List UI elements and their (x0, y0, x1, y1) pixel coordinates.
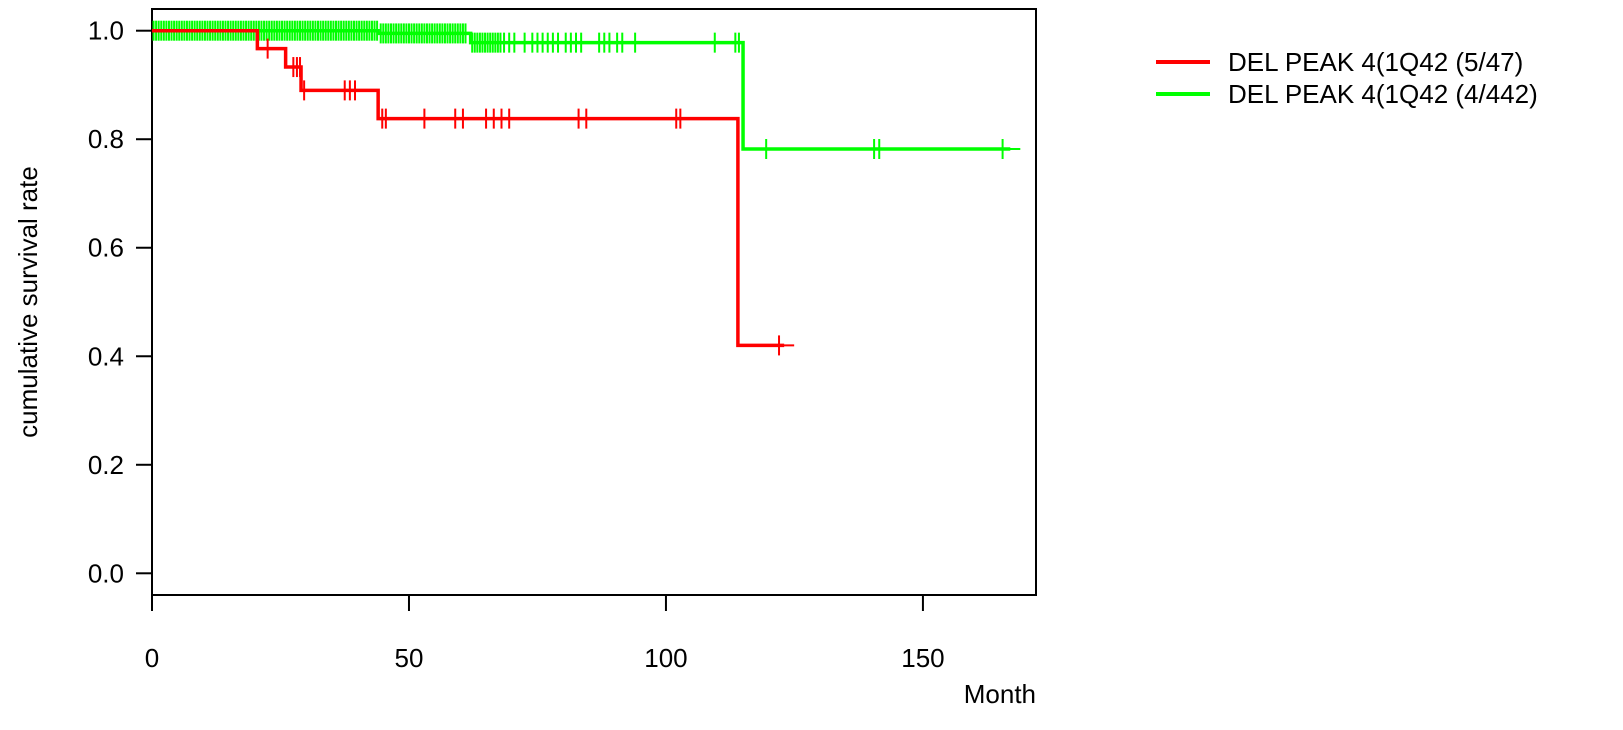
legend-label: DEL PEAK 4(1Q42 (4/442) (1228, 79, 1538, 109)
series-layer (152, 20, 1021, 356)
x-tick-label: 100 (644, 643, 687, 673)
survival-curve-line (152, 28, 785, 348)
survival-series (152, 20, 1021, 159)
y-tick-label: 0.0 (88, 558, 124, 588)
survival-series (152, 28, 795, 356)
y-axis: 0.0 0.2 0.4 0.6 0.8 1.0 (88, 16, 153, 588)
y-axis-title: cumulative survival rate (13, 166, 43, 438)
y-tick-label: 0.4 (88, 341, 124, 371)
y-tick-label: 0.2 (88, 450, 124, 480)
y-tick-label: 1.0 (88, 16, 124, 46)
legend: DEL PEAK 4(1Q42 (5/47)DEL PEAK 4(1Q42 (4… (1156, 47, 1538, 109)
x-axis: 0 50 100 150 (145, 594, 945, 673)
legend-label: DEL PEAK 4(1Q42 (5/47) (1228, 47, 1523, 77)
y-tick-label: 0.8 (88, 124, 124, 154)
y-tick-label: 0.6 (88, 233, 124, 263)
x-tick-label: 50 (395, 643, 424, 673)
x-axis-title: Month (964, 679, 1036, 709)
x-tick-label: 0 (145, 643, 159, 673)
plot-frame (151, 8, 1037, 596)
x-tick-label: 150 (901, 643, 944, 673)
survival-curve-line (152, 28, 1011, 151)
